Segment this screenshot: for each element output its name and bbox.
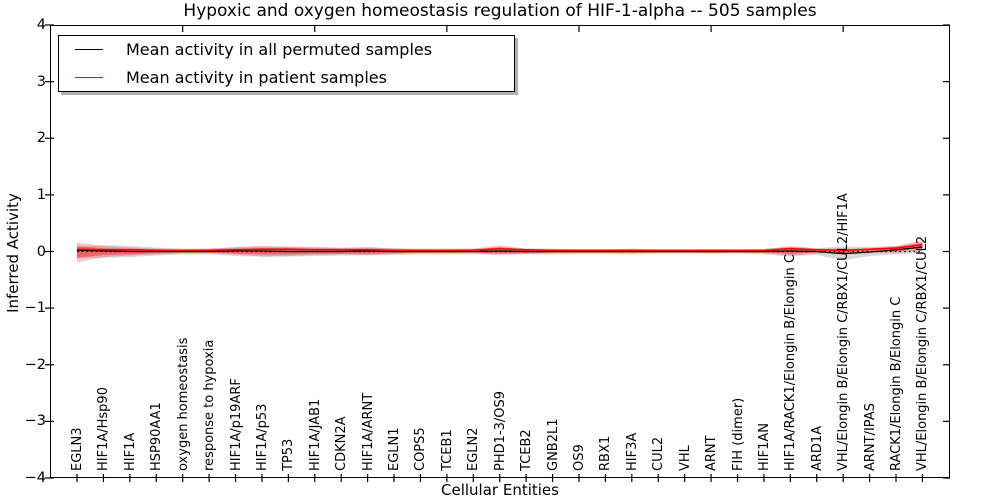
legend-item-permuted: Mean activity in all permuted samples <box>59 37 514 63</box>
red-line-swatch-icon <box>75 76 103 78</box>
patient-mean-line <box>76 243 923 252</box>
x-category-label: HIF3A <box>624 432 640 471</box>
x-category-label: EGLN2 <box>466 427 482 471</box>
permuted-activity-range-area <box>77 243 923 261</box>
legend-label: Mean activity in all permuted samples <box>126 40 433 60</box>
x-category-label: RBX1 <box>598 435 614 471</box>
x-category-label: TP53 <box>281 438 297 471</box>
x-category-label: FIH (dimer) <box>730 397 746 471</box>
x-category-label: OS9 <box>571 444 587 471</box>
chart-title: Hypoxic and oxygen homeostasis regulatio… <box>183 1 817 21</box>
x-category-label: HIF1A <box>122 432 138 471</box>
y-tick-label: −3 <box>24 413 46 430</box>
x-axis-label: Cellular Entities <box>441 481 559 499</box>
x-category-label: HIF1A/p53 <box>254 403 270 471</box>
chart-canvas <box>45 24 950 482</box>
x-category-label: ARNT <box>704 435 720 471</box>
y-tick-label: 1 <box>36 186 46 203</box>
x-category-label: response to hypoxia <box>202 339 218 471</box>
x-category-label: VHL <box>677 445 693 471</box>
y-tick-label: −4 <box>24 470 46 486</box>
y-tick-label: 0 <box>36 243 46 260</box>
x-category-label: HIF1A/JAB1 <box>307 398 323 471</box>
y-tick-label: −1 <box>24 300 46 317</box>
x-category-label: EGLN1 <box>387 427 403 471</box>
legend-item-patient: Mean activity in patient samples <box>59 64 514 90</box>
permuted-mean-line <box>76 246 923 255</box>
x-category-label: HSP90AA1 <box>149 402 165 471</box>
x-category-label: VHL/Elongin B/Elongin C/RBX1/CUL2 <box>915 235 931 471</box>
y-tick-label: 2 <box>36 130 46 147</box>
x-category-label: oxygen homeostasis <box>175 337 191 471</box>
x-category-label: HIF1AN <box>756 423 772 471</box>
x-category-label: HIF1A/p19ARF <box>228 378 244 471</box>
y-tick-label: 4 <box>36 17 46 33</box>
black-line-swatch-icon <box>75 49 103 51</box>
x-category-label: COPS5 <box>413 427 429 471</box>
x-category-label: VHL/Elongin B/Elongin C/RBX1/CUL2/HIF1A <box>836 193 852 471</box>
y-tick-label: 3 <box>36 73 46 90</box>
x-category-label: TCEB2 <box>519 429 535 471</box>
x-category-label: HIF1A/ARNT <box>360 392 376 471</box>
y-tick-label: −2 <box>24 356 46 373</box>
x-category-label: RACK1/Elongin B/Elongin C <box>889 296 905 471</box>
x-category-label: TCEB1 <box>439 429 455 471</box>
x-category-label: CDKN2A <box>334 416 350 471</box>
patient-activity-range-inner-area <box>77 242 923 258</box>
x-category-label: ARNT/IPAS <box>862 403 878 471</box>
x-category-label: CUL2 <box>651 436 667 471</box>
x-category-label: EGLN3 <box>70 427 85 471</box>
x-category-label: HIF1A/RACK1/Elongin B/Elongin C <box>783 254 799 471</box>
x-category-label: PHD1-3/OS9 <box>492 391 508 471</box>
x-category-label: ARD1A <box>809 425 825 471</box>
x-category-label: GNB2L1 <box>545 418 561 471</box>
legend-box: Mean activity in all permuted samples Me… <box>58 35 515 92</box>
x-category-label: HIF1A/Hsp90 <box>96 387 112 471</box>
legend-label: Mean activity in patient samples <box>126 67 387 87</box>
